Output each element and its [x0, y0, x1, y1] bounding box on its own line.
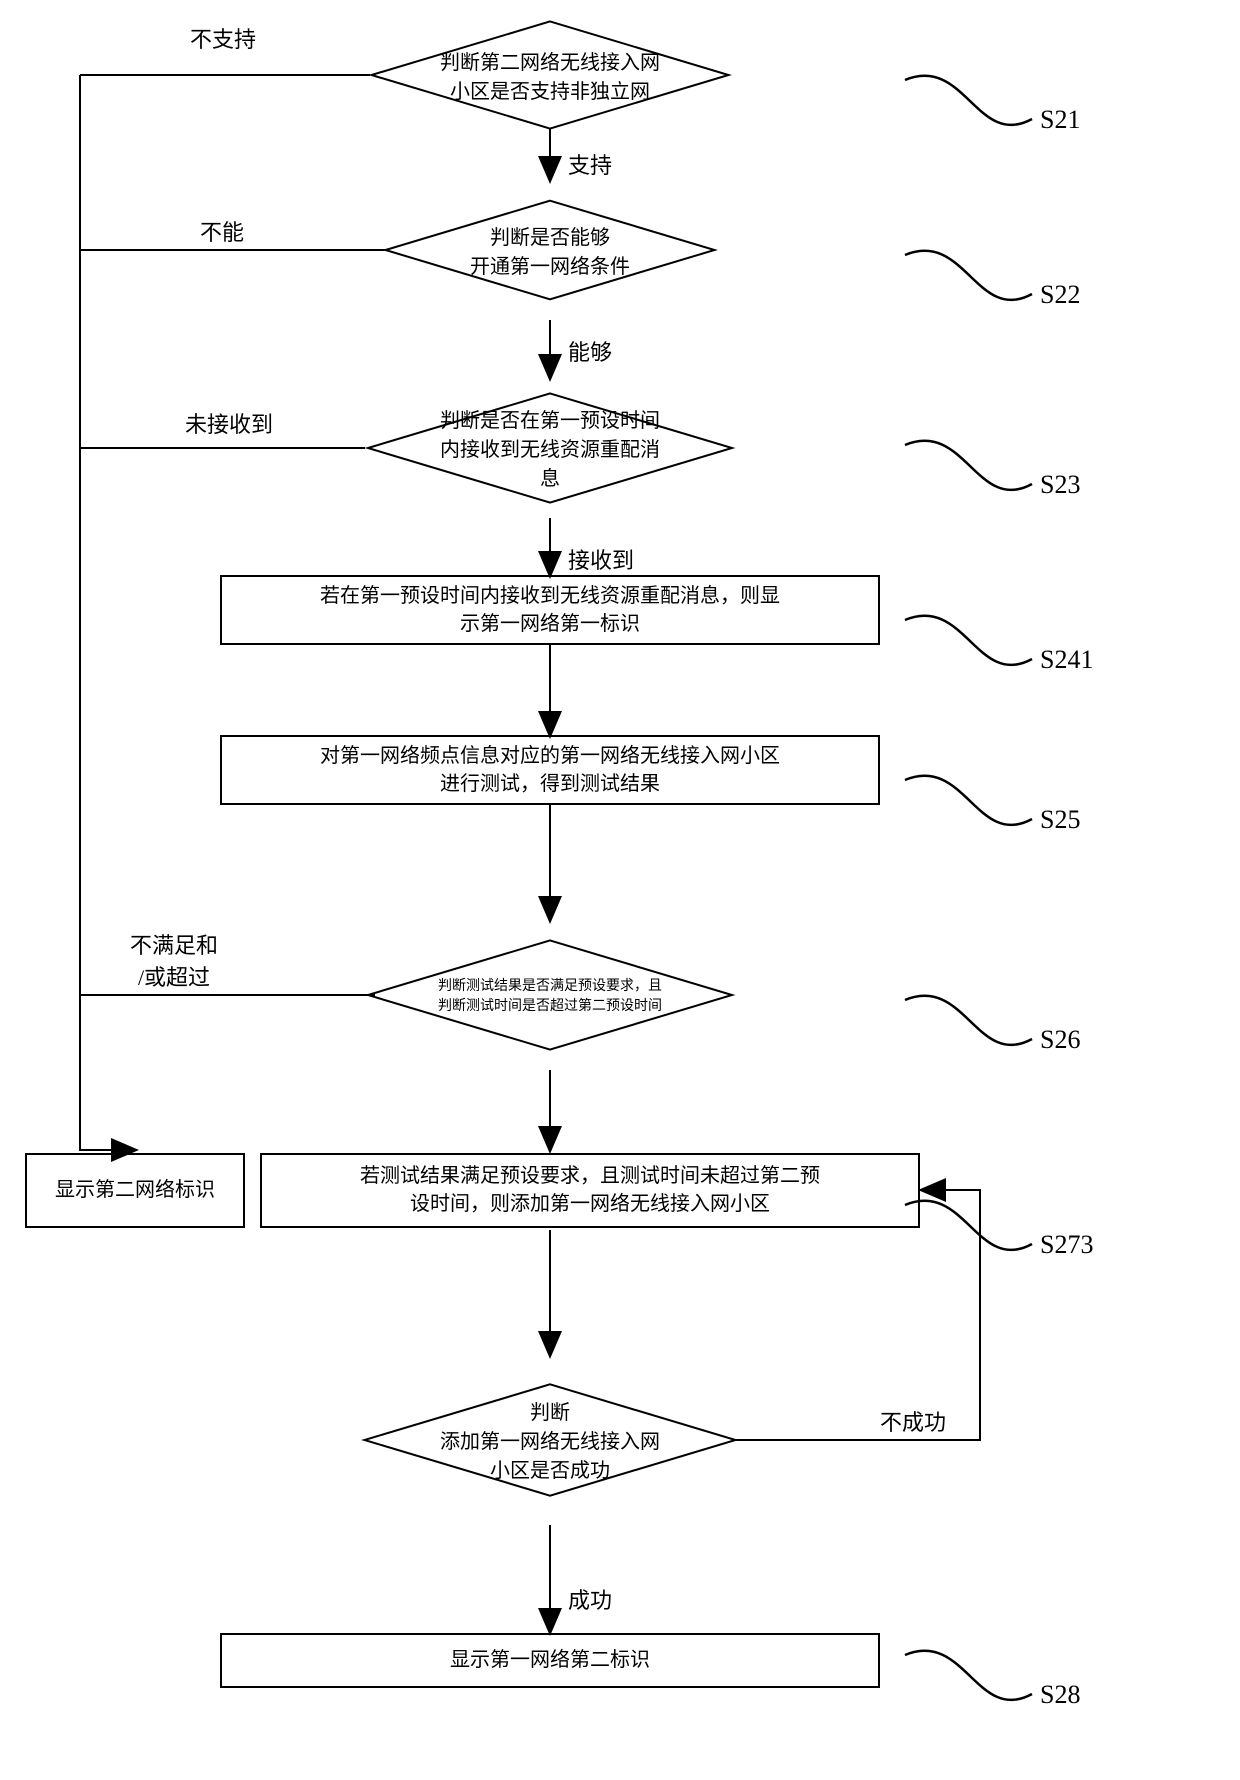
step-s28: S28	[1040, 1680, 1080, 1710]
d22-text: 判断是否能够 开通第一网络条件	[415, 208, 685, 292]
step-s22: S22	[1040, 280, 1080, 310]
l_unsupport: 不支持	[190, 22, 256, 54]
step-s273: S273	[1040, 1230, 1093, 1260]
l_cannot: 不能	[200, 215, 244, 247]
step-s21: S21	[1040, 105, 1080, 135]
step-s25: S25	[1040, 805, 1080, 835]
r28: 显示第一网络第二标识	[220, 1633, 880, 1688]
r241: 若在第一预设时间内接收到无线资源重配消息，则显 示第一网络第一标识	[220, 575, 880, 645]
step-s241: S241	[1040, 645, 1093, 675]
step-s23: S23	[1040, 470, 1080, 500]
rLeft: 显示第二网络标识	[25, 1153, 245, 1228]
r273: 若测试结果满足预设要求，且测试时间未超过第二预 设时间，则添加第一网络无线接入网…	[260, 1153, 920, 1228]
l_can: 能够	[568, 335, 612, 367]
l_notmeet: 不满足和 /或超过	[130, 928, 218, 992]
l_unsuccess: 不成功	[880, 1405, 946, 1437]
l_support: 支持	[568, 148, 612, 180]
l_norecv: 未接收到	[185, 407, 273, 439]
l_success: 成功	[568, 1583, 612, 1615]
d21-text: 判断第二网络无线接入网 小区是否支持非独立网	[403, 29, 696, 120]
l_recv: 接收到	[568, 543, 634, 575]
d23-text: 判断是否在第一预设时间 内接收到无线资源重配消 息	[401, 402, 700, 495]
step-s26: S26	[1040, 1025, 1080, 1055]
d26-text: 判断测试结果是否满足预设要求，且 判断测试时间是否超过第二预设时间	[401, 949, 700, 1042]
r25: 对第一网络频点信息对应的第一网络无线接入网小区 进行测试，得到测试结果	[220, 735, 880, 805]
d27-text: 判断 添加第一网络无线接入网 小区是否成功	[398, 1393, 703, 1488]
